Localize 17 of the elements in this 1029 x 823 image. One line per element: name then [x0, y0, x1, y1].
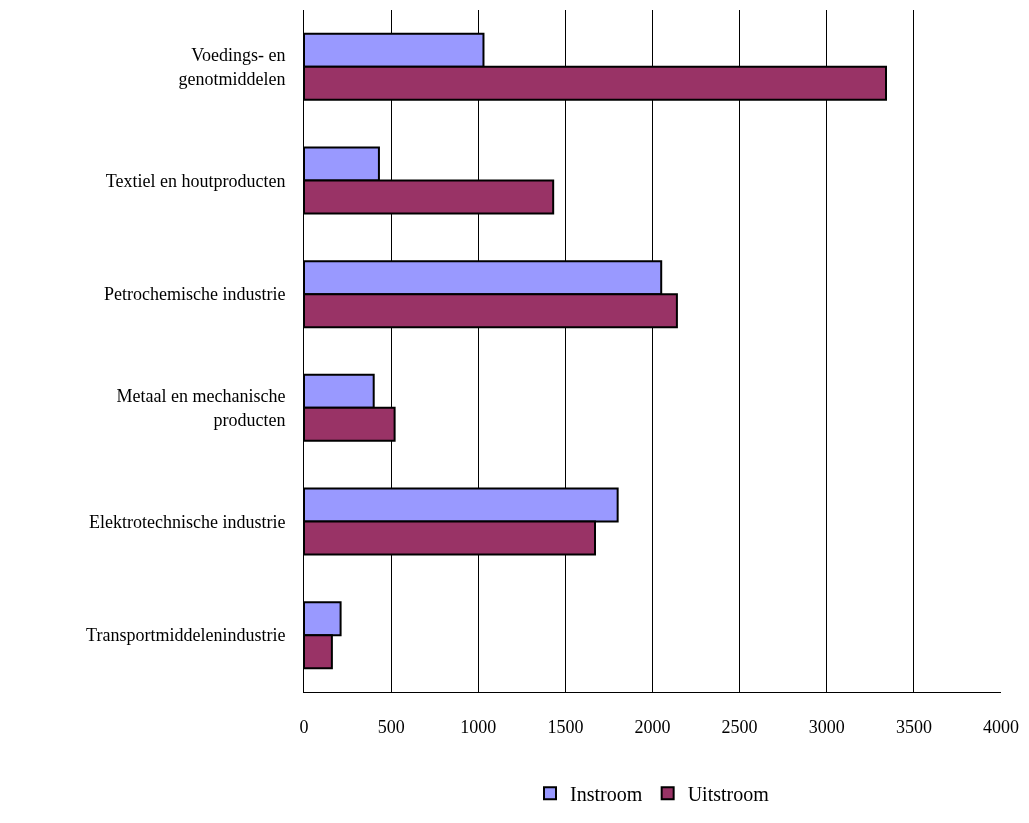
- x-tick-label: 3000: [808, 716, 845, 737]
- y-tick-label: Textiel en houtproducten: [105, 170, 286, 191]
- legend-label: Uitstroom: [687, 783, 770, 806]
- y-tick-label: Petrochemische industrie: [103, 284, 286, 305]
- x-tick-label: 1000: [460, 716, 497, 737]
- legend-label: Instroom: [570, 783, 643, 806]
- x-tick-label: 2500: [721, 716, 758, 737]
- x-tick-label: 500: [377, 716, 405, 737]
- y-tick-label: Elektrotechnische industrie: [88, 511, 286, 532]
- x-tick-label: 3500: [895, 716, 932, 737]
- x-tick-label: 0: [299, 716, 309, 737]
- x-tick-label: 4000: [983, 716, 1019, 737]
- y-tick-label: Metaal en mechanische producten: [116, 386, 286, 430]
- x-tick-label: 1500: [547, 716, 584, 737]
- y-tick-label: Transportmiddelenindustrie: [86, 625, 286, 646]
- y-tick-label: Voedings- en genotmiddelen: [178, 45, 286, 89]
- x-tick-label: 2000: [634, 716, 671, 737]
